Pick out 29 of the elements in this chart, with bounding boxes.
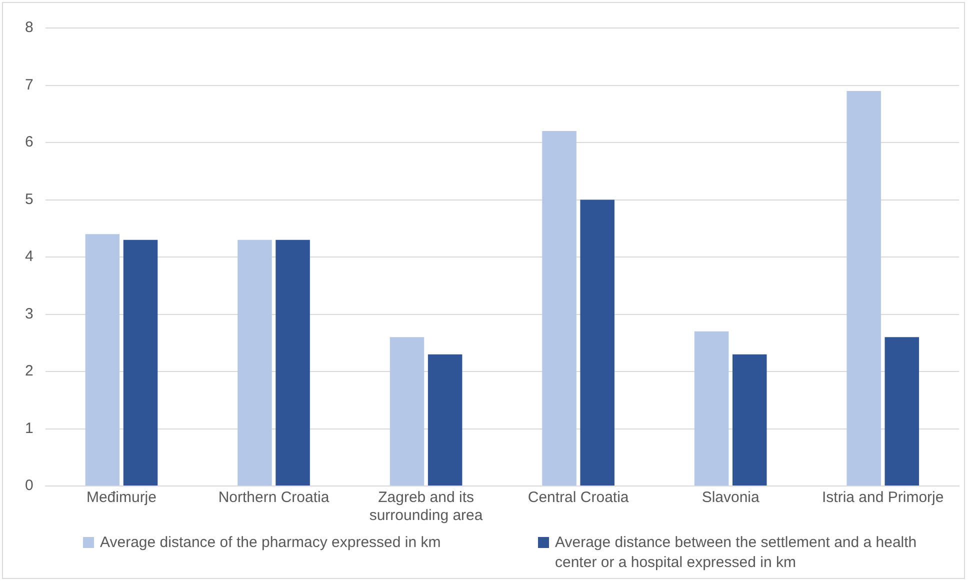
- bar: [123, 240, 158, 486]
- x-tick-label: Istria and Primorje: [822, 489, 944, 506]
- y-tick-label: 2: [25, 362, 34, 380]
- bar: [238, 240, 272, 486]
- bar: [542, 131, 576, 486]
- y-tick-label: 6: [25, 134, 34, 151]
- x-tick-label: Zagreb and its surrounding area: [369, 489, 484, 524]
- bar: [580, 200, 614, 486]
- bar: [390, 337, 424, 486]
- y-tick-label: 0: [25, 477, 34, 494]
- bar: [846, 90, 881, 486]
- bar: [428, 354, 462, 486]
- x-tick-label: Northern Croatia: [218, 489, 330, 506]
- y-tick-label: 8: [25, 19, 34, 36]
- y-tick-label: 3: [25, 305, 34, 322]
- x-tick-label: Slavonia: [702, 489, 760, 506]
- bar: [732, 354, 767, 486]
- legend-label: Average distance of the pharmacy expressed in km: [100, 533, 441, 553]
- legend-label: Average distance between the settlement and a health center or a hospital expressed in km: [555, 533, 918, 573]
- x-tick-label: Međimurje: [86, 489, 156, 506]
- y-tick-label: 4: [25, 248, 34, 266]
- x-tick-label: Central Croatia: [528, 489, 630, 506]
- bar: [884, 337, 920, 486]
- bar: [276, 240, 310, 486]
- bar: [85, 234, 120, 486]
- y-tick-label: 5: [25, 190, 34, 208]
- bar: [694, 331, 729, 486]
- y-tick-label: 7: [25, 76, 34, 94]
- y-tick-label: 1: [25, 420, 34, 437]
